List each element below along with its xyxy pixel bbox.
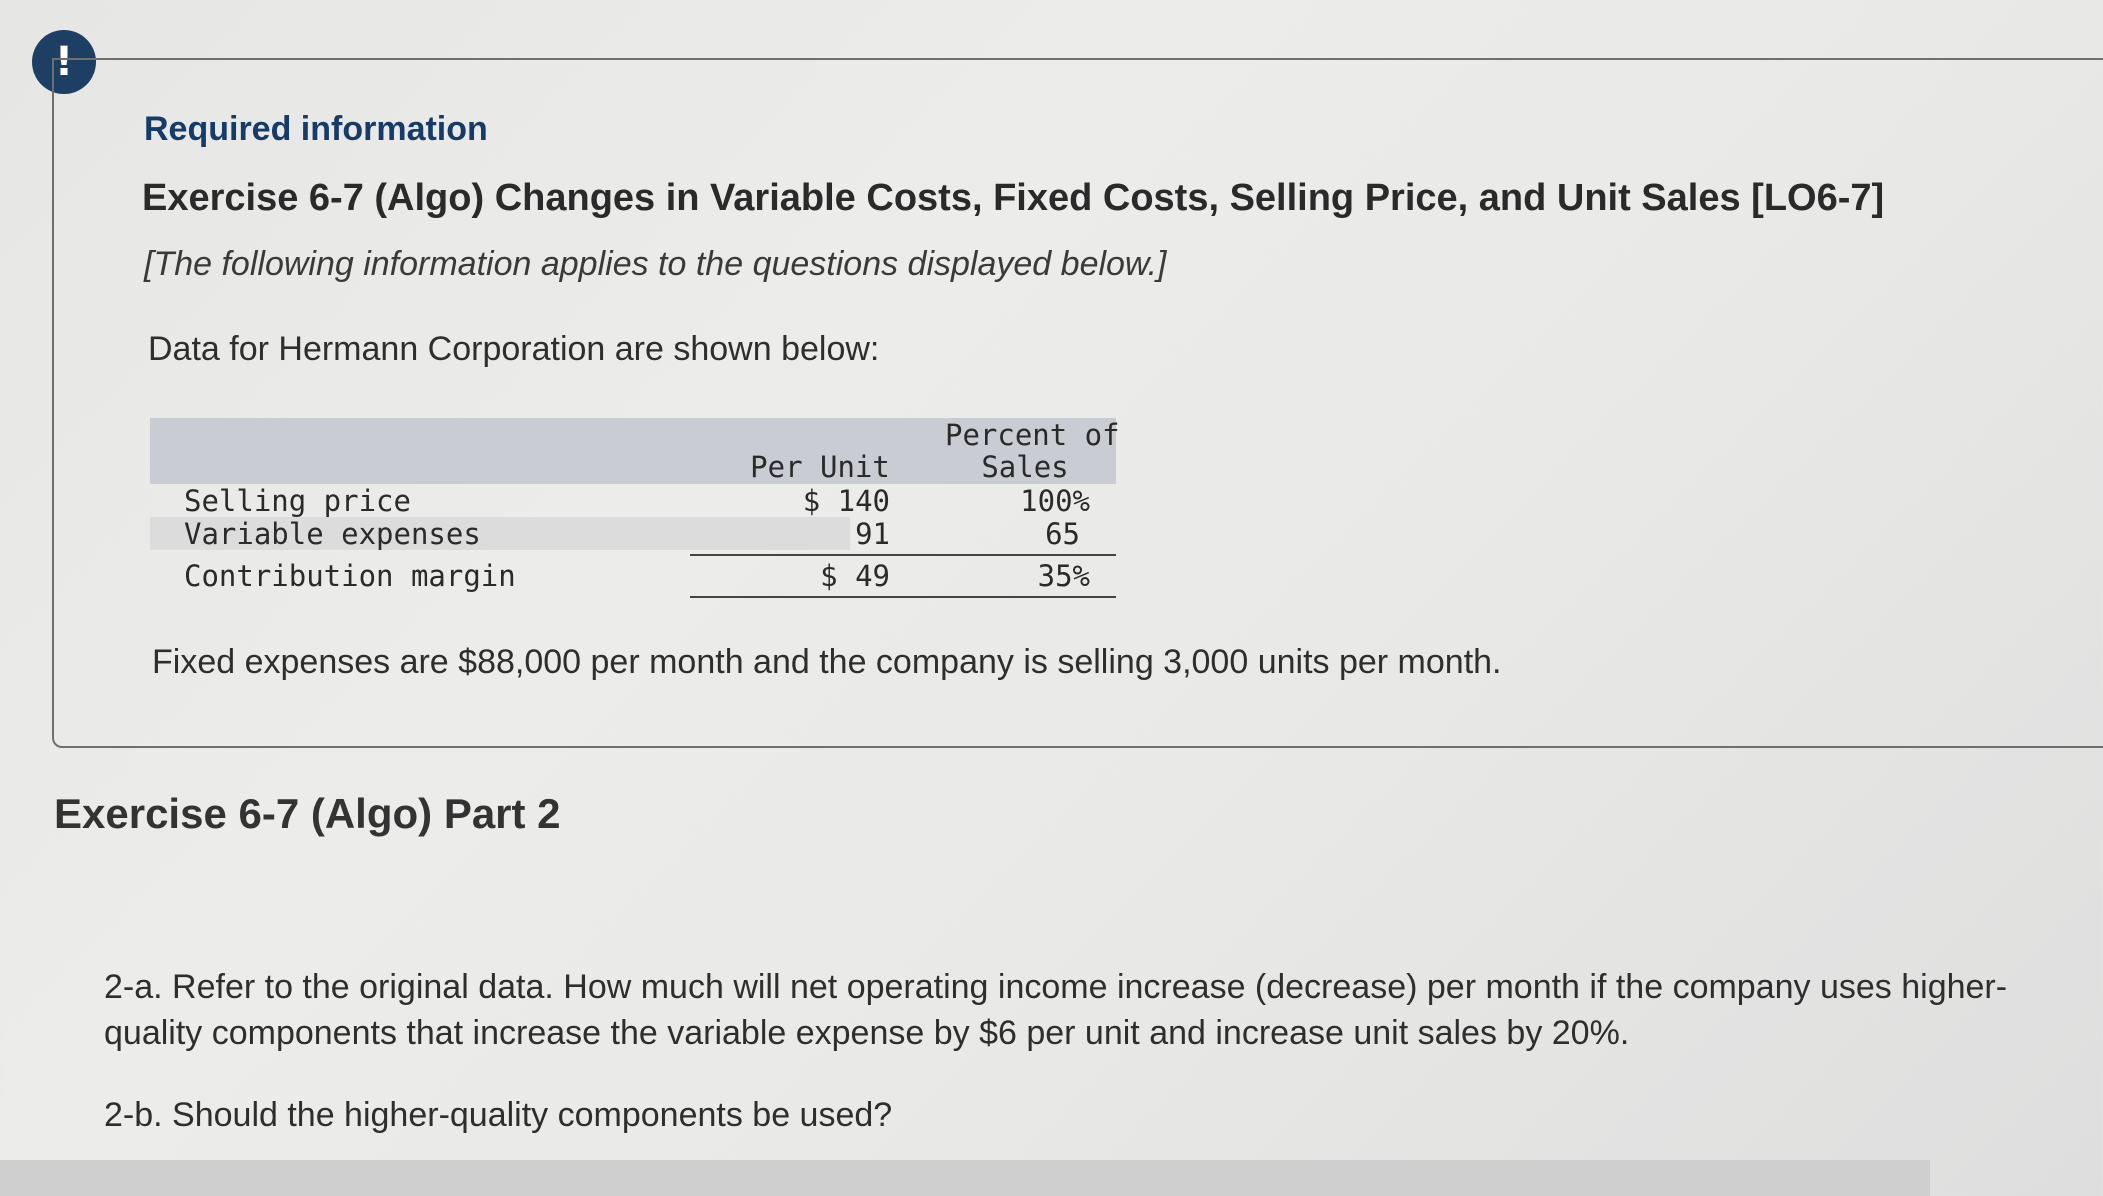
header-per-unit: Per Unit <box>750 450 890 484</box>
row-label-contribution-margin: Contribution margin <box>184 559 516 593</box>
variable-expenses-percent: 65 <box>1045 517 1080 551</box>
row-label-selling-price: Selling price <box>184 484 411 518</box>
exercise-title: Exercise 6-7 (Algo) Changes in Variable … <box>142 177 1885 219</box>
selling-price-per-unit: $ 140 <box>802 484 890 518</box>
fixed-expenses-text: Fixed expenses are $88,000 per month and… <box>152 643 1502 681</box>
required-information-heading: Required information <box>144 110 488 148</box>
table-header-band <box>150 418 1116 484</box>
header-sales: Sales <box>981 450 1069 484</box>
alert-icon: ! <box>32 30 96 94</box>
row-label-variable-expenses: Variable expenses <box>184 517 481 551</box>
header-percent-of: Percent of <box>945 418 1120 452</box>
required-information-box <box>52 58 2103 748</box>
contribution-margin-percent: 35% <box>1037 559 1090 593</box>
contribution-margin-per-unit: $ 49 <box>820 559 890 593</box>
table-row-shade <box>150 517 850 550</box>
selling-price-percent: 100% <box>1020 484 1090 518</box>
data-intro-text: Data for Hermann Corporation are shown b… <box>148 330 880 368</box>
question-2b: 2-b. Should the higher-quality component… <box>104 1096 893 1134</box>
part-2-heading: Exercise 6-7 (Algo) Part 2 <box>54 790 561 837</box>
applies-note: [The following information applies to th… <box>144 245 1167 283</box>
subtotal-rule <box>690 554 1116 556</box>
answer-area-edge <box>0 1160 1930 1196</box>
total-rule <box>690 596 1116 598</box>
question-2a: 2-a. Refer to the original data. How muc… <box>104 968 2008 1052</box>
contribution-format-table: Percent of Sales Per Unit Selling price … <box>150 418 1120 603</box>
variable-expenses-per-unit: 91 <box>855 517 890 551</box>
